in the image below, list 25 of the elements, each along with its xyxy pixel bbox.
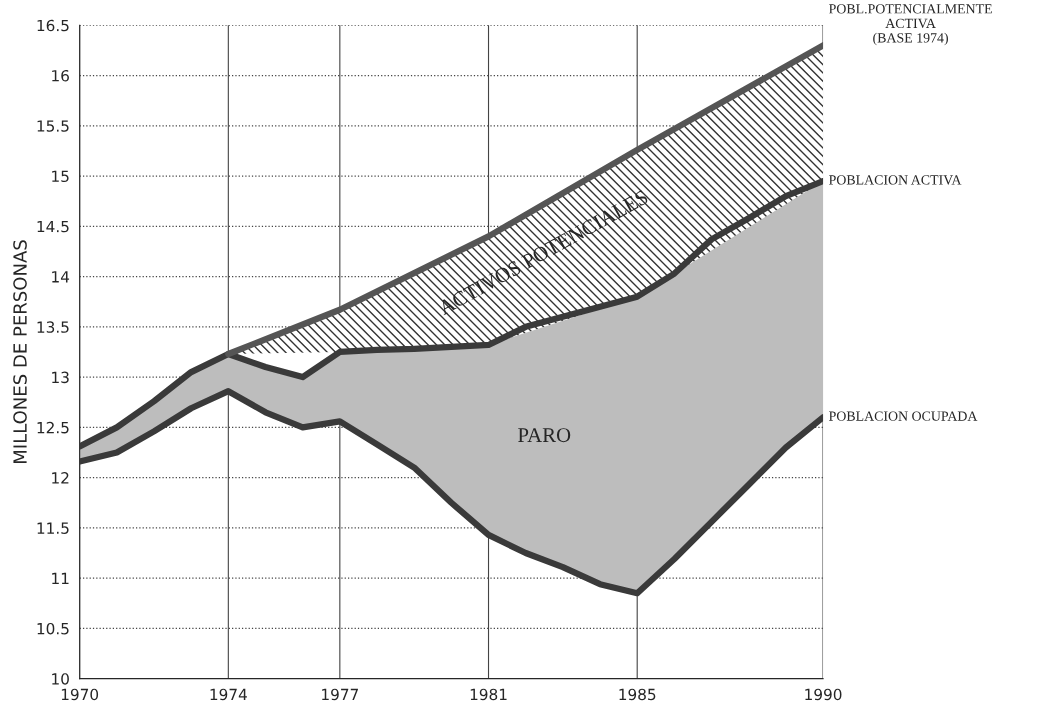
- series-label: POBL.POTENCIALMENTE ACTIVA (BASE 1974): [829, 4, 992, 46]
- y-tick-label: 11.5: [37, 522, 69, 534]
- series-label: POBLACION OCUPADA: [829, 411, 978, 421]
- y-tick-label: 14: [52, 271, 70, 283]
- y-tick-label: 10.5: [37, 622, 69, 635]
- x-tick-label: 1981: [470, 688, 507, 701]
- y-tick-label: 15.5: [37, 120, 69, 132]
- x-tick-label: 1974: [210, 688, 247, 701]
- annotation: PARO: [518, 428, 571, 443]
- series-label: POBLACION ACTIVA: [829, 175, 962, 185]
- y-tick-label: 14.5: [37, 220, 69, 233]
- y-tick-label: 13: [52, 371, 69, 384]
- x-tick-label: 1985: [619, 688, 656, 701]
- y-tick-label: 16: [52, 70, 69, 82]
- y-tick-label: 12: [52, 472, 69, 484]
- x-tick-label: 1977: [322, 688, 358, 701]
- x-tick-label: 1970: [61, 688, 99, 701]
- y-tick-label: 16.5: [37, 19, 69, 32]
- x-tick-label: 1990: [805, 688, 842, 701]
- y-tick-label: 13.5: [37, 321, 69, 333]
- y-tick-label: 15: [52, 170, 69, 183]
- y-tick-label: 11: [52, 572, 69, 584]
- y-axis-title: MILLONES DE PERSONAS: [13, 240, 27, 463]
- y-tick-label: 12.5: [37, 421, 69, 434]
- y-tick-label: 10: [52, 673, 69, 685]
